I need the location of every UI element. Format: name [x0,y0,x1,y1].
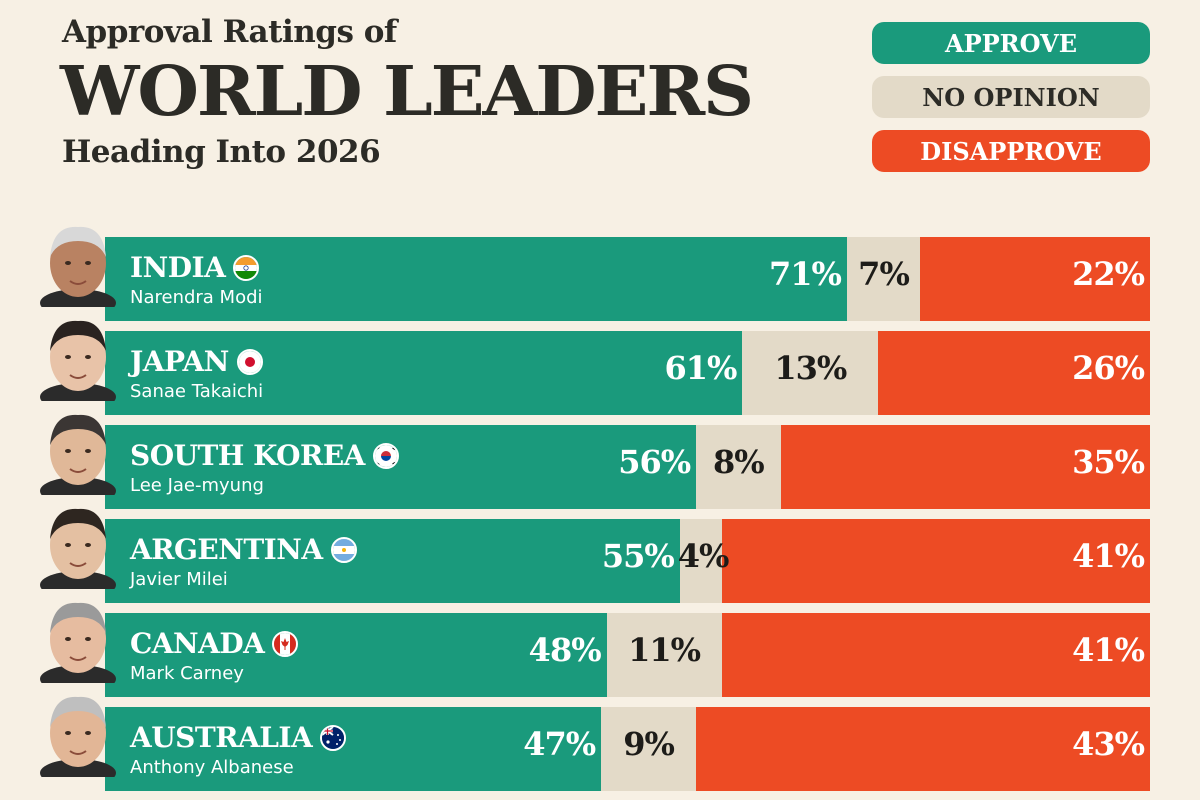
leader-avatar [35,593,121,693]
approve-value: 47% [523,725,596,763]
bar-approve [105,519,680,603]
chart-row-india: 71% 7% 22% INDIA Narendra Modi [0,237,1200,321]
country-line: INDIA [130,251,260,284]
bar-no-opinion [606,613,722,697]
country-line: JAPAN [130,345,263,378]
subtitle: Heading Into 2026 [62,134,381,170]
leader-avatar [35,687,121,787]
south-korea-flag-icon [372,442,399,469]
chart-row-japan: 61% 13% 26% JAPAN Sanae Takaichi [0,331,1200,415]
leader-name: Narendra Modi [130,287,263,308]
bar-approve [105,707,602,791]
country-name: INDIA [130,251,226,284]
japan-flag-icon [236,348,263,375]
disapprove-value: 41% [1072,631,1145,669]
india-flag-icon [233,254,260,281]
legend-disapprove: DISAPPROVE [872,130,1150,172]
bar-disapprove [920,237,1150,321]
leader-name: Lee Jae-myung [130,475,264,496]
argentina-flag-icon [330,536,357,563]
no-opinion-value: 7% [858,255,910,293]
pre-title: Approval Ratings of [62,14,397,50]
no-opinion-value: 11% [628,631,701,669]
no-opinion-value: 9% [623,725,675,763]
no-opinion-value: 4% [677,537,730,575]
legend-approve: APPROVE [872,22,1150,64]
bar-approve [105,425,697,509]
leader-name: Sanae Takaichi [130,381,264,402]
approve-value: 48% [528,631,602,669]
country-name: ARGENTINA [130,533,323,566]
bar-approve [105,331,743,415]
bar-disapprove [780,425,1150,509]
approve-value: 56% [618,443,691,481]
page-title: WORLD LEADERS [60,52,754,132]
chart-row-argentina: 55% 4% 41% ARGENTINA Javier Milei [0,519,1200,603]
bar-disapprove [696,707,1150,791]
bar-no-opinion [696,425,781,509]
bar-no-opinion [846,237,921,321]
approve-value: 61% [664,349,738,387]
no-opinion-value: 13% [774,349,847,387]
disapprove-value: 41% [1072,537,1145,575]
country-name: CANADA [130,627,265,660]
legend-no-opinion: NO OPINION [872,76,1150,118]
chart-row-south-korea: 56% 8% 35% SOUTH KOREA Lee Jae-myung [0,425,1200,509]
bar-no-opinion [679,519,722,603]
chart-row-australia: 47% 9% 43% AUSTRALIA Anthony Albanese [0,707,1200,791]
leader-avatar [35,499,121,599]
canada-flag-icon [272,630,299,657]
chart-row-canada: 48% 11% 41% CANADA Mark Carney [0,613,1200,697]
leader-name: Javier Milei [130,569,228,590]
disapprove-value: 22% [1072,255,1145,293]
country-name: SOUTH KOREA [130,439,365,472]
leader-name: Anthony Albanese [130,757,294,778]
legend: APPROVE NO OPINION DISAPPROVE [872,22,1150,184]
country-line: SOUTH KOREA [130,439,399,472]
bar-no-opinion [742,331,879,415]
country-name: JAPAN [130,345,229,378]
leader-avatar [35,311,121,411]
leader-avatar [35,217,121,317]
disapprove-value: 35% [1072,443,1145,481]
bar-approve [105,237,847,321]
disapprove-value: 26% [1072,349,1145,387]
bar-no-opinion [601,707,697,791]
approve-value: 71% [769,255,842,293]
bar-disapprove [878,331,1150,415]
australia-flag-icon [320,724,347,751]
approve-value: 55% [601,537,675,575]
country-line: ARGENTINA [130,533,357,566]
no-opinion-value: 8% [712,443,765,481]
country-name: AUSTRALIA [130,721,313,754]
bar-approve [105,613,607,697]
disapprove-value: 43% [1072,725,1145,763]
country-line: CANADA [130,627,299,660]
leader-name: Mark Carney [130,663,244,684]
leader-avatar [35,405,121,505]
country-line: AUSTRALIA [130,721,347,754]
bar-disapprove [721,613,1150,697]
bar-disapprove [721,519,1150,603]
